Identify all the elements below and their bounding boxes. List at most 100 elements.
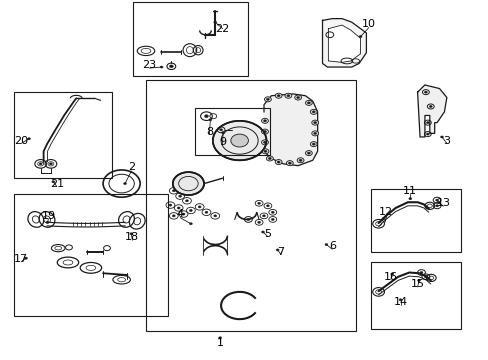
- Circle shape: [52, 181, 55, 183]
- Circle shape: [426, 133, 428, 135]
- Circle shape: [198, 206, 201, 208]
- Circle shape: [189, 223, 192, 225]
- Polygon shape: [417, 85, 446, 137]
- Text: 9: 9: [219, 138, 225, 147]
- Circle shape: [271, 219, 274, 221]
- Circle shape: [204, 211, 207, 213]
- Circle shape: [263, 120, 266, 122]
- Circle shape: [312, 143, 315, 145]
- Circle shape: [307, 102, 310, 104]
- Circle shape: [311, 120, 318, 125]
- Text: 14: 14: [393, 297, 407, 307]
- Circle shape: [311, 131, 318, 136]
- Circle shape: [208, 119, 211, 121]
- Circle shape: [275, 93, 282, 98]
- Circle shape: [262, 215, 265, 217]
- Circle shape: [285, 93, 291, 98]
- Circle shape: [286, 161, 293, 166]
- Circle shape: [27, 138, 30, 140]
- Circle shape: [263, 131, 266, 133]
- Circle shape: [435, 205, 438, 207]
- Bar: [370, 262, 461, 329]
- Circle shape: [182, 213, 184, 215]
- Circle shape: [160, 66, 163, 68]
- Circle shape: [219, 129, 222, 131]
- Circle shape: [296, 96, 299, 99]
- Circle shape: [168, 204, 171, 206]
- Circle shape: [230, 134, 248, 147]
- Circle shape: [299, 159, 302, 161]
- Circle shape: [218, 337, 221, 339]
- Circle shape: [277, 161, 280, 163]
- Text: 15: 15: [410, 279, 424, 289]
- Text: 19: 19: [41, 211, 56, 221]
- Bar: [14, 92, 112, 178]
- Circle shape: [297, 158, 304, 163]
- Circle shape: [288, 162, 291, 164]
- Circle shape: [213, 21, 216, 23]
- Text: 3: 3: [443, 136, 449, 145]
- Circle shape: [257, 221, 260, 224]
- Circle shape: [172, 215, 175, 217]
- Bar: [133, 3, 247, 76]
- Text: 20: 20: [14, 136, 28, 145]
- Circle shape: [277, 95, 280, 97]
- Circle shape: [436, 201, 439, 203]
- Circle shape: [130, 233, 133, 235]
- Circle shape: [169, 65, 173, 68]
- Circle shape: [312, 111, 315, 113]
- Bar: [146, 80, 355, 330]
- Circle shape: [358, 36, 361, 38]
- Circle shape: [266, 156, 273, 161]
- Circle shape: [310, 109, 317, 114]
- Circle shape: [172, 172, 203, 195]
- Circle shape: [275, 159, 282, 165]
- Circle shape: [398, 299, 401, 301]
- Circle shape: [266, 205, 269, 207]
- Circle shape: [213, 215, 216, 217]
- Circle shape: [221, 132, 224, 134]
- Circle shape: [189, 210, 192, 212]
- Bar: [14, 194, 167, 316]
- Circle shape: [262, 149, 268, 154]
- Circle shape: [428, 105, 431, 108]
- Bar: [370, 189, 461, 252]
- Text: 12: 12: [378, 207, 392, 217]
- Text: 5: 5: [264, 229, 271, 239]
- Circle shape: [313, 132, 316, 134]
- Circle shape: [424, 276, 427, 278]
- Circle shape: [212, 121, 266, 160]
- Circle shape: [424, 91, 427, 93]
- Circle shape: [426, 122, 428, 124]
- Circle shape: [261, 129, 268, 134]
- Polygon shape: [328, 25, 360, 62]
- Text: 22: 22: [215, 24, 229, 34]
- Circle shape: [294, 95, 301, 100]
- Circle shape: [286, 95, 289, 97]
- Circle shape: [177, 207, 180, 209]
- Circle shape: [257, 202, 260, 204]
- Text: 11: 11: [403, 186, 416, 196]
- Text: 18: 18: [125, 232, 139, 242]
- Text: 4: 4: [176, 209, 183, 219]
- Circle shape: [271, 211, 274, 213]
- Circle shape: [419, 271, 422, 274]
- Bar: [194, 108, 270, 155]
- Circle shape: [276, 249, 279, 251]
- Circle shape: [261, 118, 268, 123]
- Circle shape: [313, 122, 316, 124]
- Circle shape: [417, 279, 420, 282]
- Circle shape: [307, 152, 310, 154]
- Circle shape: [49, 163, 52, 165]
- Polygon shape: [264, 94, 317, 166]
- Circle shape: [246, 219, 249, 221]
- Circle shape: [39, 163, 42, 165]
- Text: 2: 2: [127, 162, 135, 172]
- Circle shape: [123, 183, 126, 185]
- Circle shape: [261, 231, 264, 233]
- Text: 6: 6: [328, 241, 335, 251]
- Circle shape: [264, 97, 271, 102]
- Circle shape: [266, 98, 269, 100]
- Text: 21: 21: [50, 179, 64, 189]
- Text: 1: 1: [216, 338, 223, 348]
